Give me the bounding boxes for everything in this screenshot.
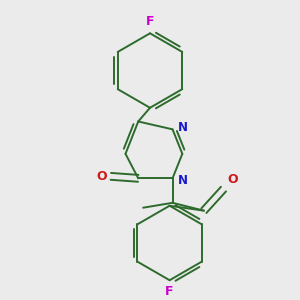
Text: F: F	[146, 15, 154, 28]
Text: F: F	[165, 285, 174, 298]
Text: N: N	[177, 174, 188, 187]
Text: O: O	[96, 170, 107, 183]
Text: N: N	[177, 121, 188, 134]
Text: O: O	[227, 173, 238, 186]
